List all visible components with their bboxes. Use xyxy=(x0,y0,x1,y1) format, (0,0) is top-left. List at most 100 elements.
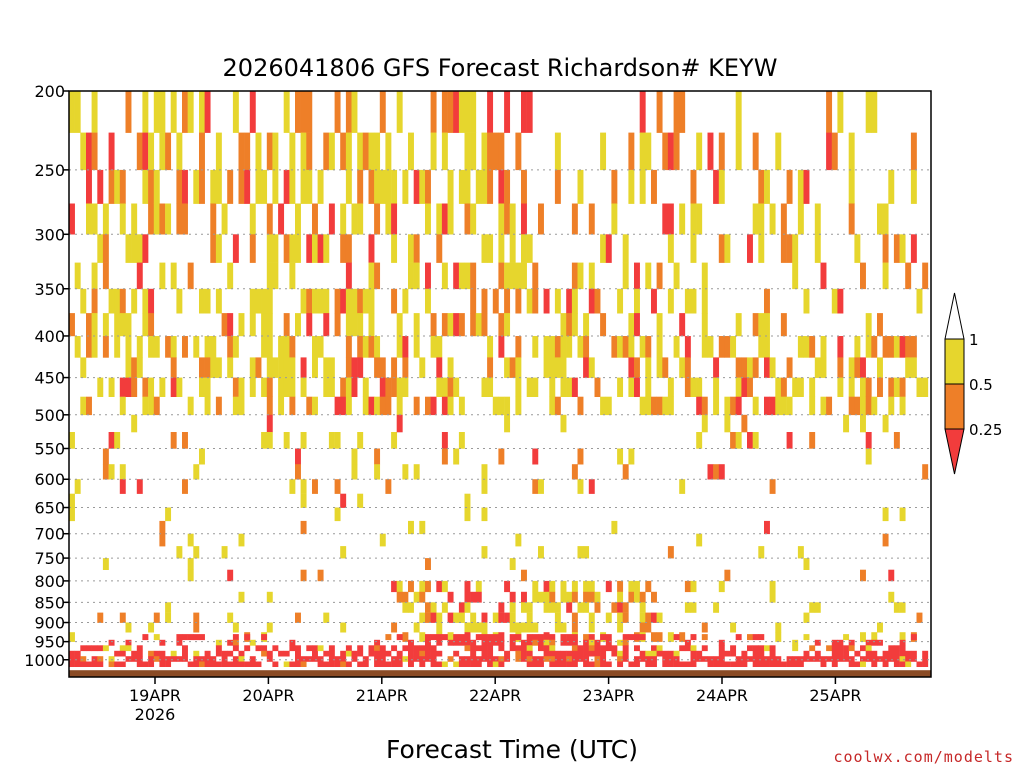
heatmap-cell xyxy=(707,336,714,358)
heatmap-cell xyxy=(323,288,330,314)
heatmap-cell xyxy=(549,634,556,641)
heatmap-cell xyxy=(238,591,245,603)
heatmap-cell xyxy=(538,645,544,652)
heatmap-cell xyxy=(713,377,720,397)
heatmap-cell xyxy=(820,656,827,662)
heatmap-cell xyxy=(278,357,285,378)
heatmap-cell xyxy=(136,661,143,667)
heatmap-cell xyxy=(803,634,810,641)
heatmap-cell xyxy=(430,396,437,416)
heatmap-cell xyxy=(634,580,640,593)
heatmap-cell xyxy=(328,432,335,449)
heatmap-cell xyxy=(80,132,87,171)
heatmap-cell xyxy=(458,262,465,290)
x-tick-label: 25APR xyxy=(809,686,861,705)
heatmap-cell xyxy=(560,634,567,641)
heatmap-cell xyxy=(667,396,674,416)
heatmap-cell xyxy=(323,612,330,623)
heatmap-cell xyxy=(102,262,109,290)
heatmap-cell xyxy=(306,645,313,652)
y-axis-ticks: 2002503003504004505005506006507007508008… xyxy=(24,82,69,670)
heatmap-cell xyxy=(758,336,765,358)
heatmap-cell xyxy=(605,580,612,593)
heatmap-cell xyxy=(97,661,104,667)
heatmap-cell xyxy=(628,377,635,397)
heatmap-cell xyxy=(696,396,703,416)
heatmap-cell xyxy=(283,169,290,204)
heatmap-cell xyxy=(91,656,98,662)
heatmap-cell xyxy=(481,656,488,662)
heatmap-cell xyxy=(379,377,386,397)
heatmap-cell xyxy=(300,169,307,204)
heatmap-cell xyxy=(396,377,403,397)
heatmap-cell xyxy=(848,377,855,397)
heatmap-cell xyxy=(396,656,403,662)
heatmap-cell xyxy=(860,414,866,433)
heatmap-cell xyxy=(820,336,827,358)
heatmap-cell xyxy=(656,650,663,657)
heatmap-cell xyxy=(837,357,844,378)
heatmap-cell xyxy=(532,622,539,633)
heatmap-cell xyxy=(153,612,160,623)
heatmap-cell xyxy=(340,132,347,171)
heatmap-cell xyxy=(758,169,765,204)
heatmap-cell xyxy=(458,169,465,204)
heatmap-cell xyxy=(831,656,838,662)
heatmap-cell xyxy=(752,645,759,652)
heatmap-cell xyxy=(837,288,844,314)
heatmap-cell xyxy=(583,639,590,646)
heatmap-cell xyxy=(899,602,906,613)
heatmap-cell xyxy=(651,288,657,314)
heatmap-cell xyxy=(538,479,544,494)
heatmap-cell xyxy=(481,639,488,646)
heatmap-cell xyxy=(662,357,669,378)
heatmap-cell xyxy=(379,650,386,657)
heatmap-cell xyxy=(334,91,341,133)
heatmap-cell xyxy=(283,432,290,449)
heatmap-cell xyxy=(916,661,923,667)
heatmap-cell xyxy=(328,661,335,667)
heatmap-cell xyxy=(600,313,607,337)
heatmap-cell xyxy=(786,234,793,263)
heatmap-cell xyxy=(521,645,527,652)
heatmap-cell xyxy=(249,656,256,662)
heatmap-cell xyxy=(877,377,883,397)
heatmap-cell xyxy=(119,288,126,314)
heatmap-cell xyxy=(232,661,239,667)
heatmap-cell xyxy=(441,203,448,235)
heatmap-cell xyxy=(470,622,477,633)
heatmap-cell xyxy=(464,493,471,508)
heatmap-cell xyxy=(860,661,866,667)
heatmap-cell xyxy=(430,656,437,662)
heatmap-cell xyxy=(735,656,742,662)
heatmap-cell xyxy=(204,656,211,662)
heatmap-cell xyxy=(210,661,217,667)
heatmap-cell xyxy=(295,234,301,263)
heatmap-cell xyxy=(413,591,420,603)
heatmap-cell xyxy=(470,656,477,662)
heatmap-cell xyxy=(882,650,889,657)
heatmap-cell xyxy=(888,645,895,652)
heatmap-cell xyxy=(295,612,301,623)
heatmap-cell xyxy=(357,650,364,657)
heatmap-cell xyxy=(227,169,234,204)
heatmap-cell xyxy=(487,639,494,646)
heatmap-cell xyxy=(408,645,414,652)
heatmap-cell xyxy=(425,602,431,613)
heatmap-cell xyxy=(910,132,917,171)
heatmap-cell xyxy=(368,313,375,337)
heatmap-cell xyxy=(413,169,420,204)
heatmap-cell xyxy=(261,169,268,204)
heatmap-cell xyxy=(153,634,160,641)
heatmap-cell xyxy=(594,650,601,657)
heatmap-cell xyxy=(916,288,923,314)
heatmap-cell xyxy=(888,591,895,603)
heatmap-cell xyxy=(357,493,364,508)
heatmap-cell xyxy=(600,661,607,667)
heatmap-cell xyxy=(481,377,488,397)
heatmap-cell xyxy=(193,661,200,667)
heatmap-cell xyxy=(571,377,578,397)
heatmap-cell xyxy=(882,262,889,290)
heatmap-cell xyxy=(769,396,776,416)
heatmap-cell xyxy=(142,169,149,204)
